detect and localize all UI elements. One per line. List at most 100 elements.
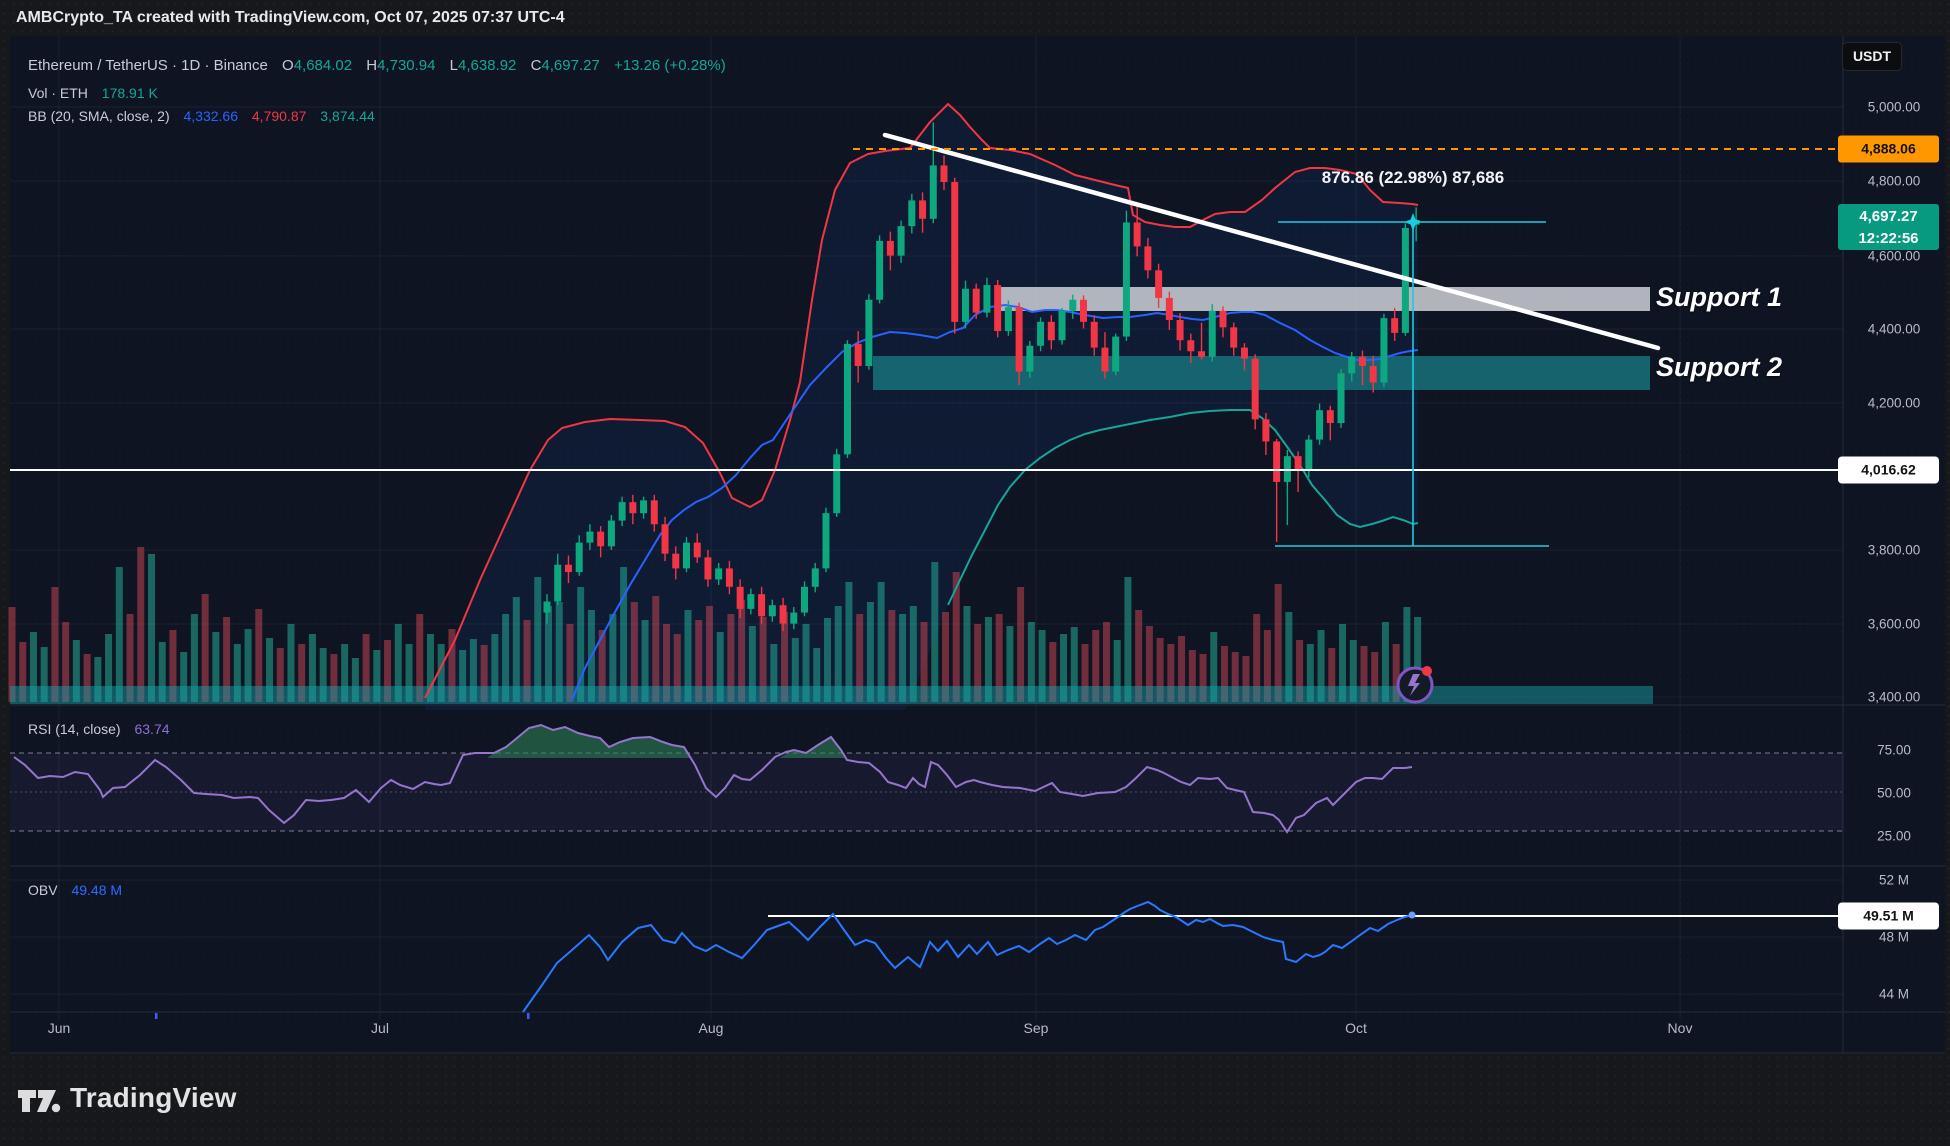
support3-band[interactable] [10, 686, 1653, 704]
bb-lower-value: 3,874.44 [320, 108, 375, 124]
volume-bar [984, 617, 992, 702]
volume-bar [105, 634, 113, 702]
candle-body [768, 605, 776, 617]
rsi-tick-label: 75.00 [1877, 742, 1911, 758]
volume-bar [856, 614, 864, 702]
tradingview-logo[interactable]: TradingView [16, 1082, 237, 1114]
rsi-value: 63.74 [134, 721, 170, 737]
candle-body [1080, 299, 1087, 322]
volume-bar [1349, 640, 1357, 702]
volume-bar [266, 638, 274, 702]
volume-bar [126, 614, 134, 702]
volume-bar [1049, 642, 1057, 702]
volume-bar [845, 582, 853, 702]
volume-bar [920, 622, 928, 702]
price-tick-label: 4,800.00 [1867, 173, 1921, 189]
obv-label[interactable]: OBV [28, 882, 58, 898]
volume-bar [695, 620, 703, 702]
volume-bar [577, 587, 585, 702]
candle-body [790, 612, 798, 624]
volume-bar [1124, 577, 1132, 702]
support1-band[interactable] [995, 287, 1650, 311]
price-tick-label: 3,400.00 [1867, 689, 1921, 705]
candle-body [1380, 318, 1388, 383]
volume-bar [781, 612, 789, 702]
candle-body [1337, 373, 1345, 424]
bb-basis-value: 4,332.66 [183, 108, 239, 124]
volume-bar [791, 638, 799, 702]
volume-bar [931, 562, 939, 702]
low-label: L [449, 57, 458, 74]
volume-bar [308, 634, 316, 702]
candle-body [1316, 410, 1324, 440]
last-price-value: 4,697.27 [1859, 208, 1918, 225]
candle-body [682, 542, 690, 569]
volume-bar [1285, 612, 1293, 702]
volume-bar [362, 634, 370, 702]
price-tick-label: 4,400.00 [1867, 321, 1921, 337]
high-label: H [366, 57, 378, 74]
volume-bar [705, 606, 713, 702]
volume-bar [1414, 617, 1422, 702]
price-tick-label: 5,000.00 [1867, 99, 1921, 115]
volume-bar [1242, 656, 1250, 702]
candle-body [715, 568, 723, 580]
currency-toggle-button[interactable]: USDT [1842, 42, 1902, 71]
trendline[interactable] [882, 132, 1661, 351]
candle-body [1155, 270, 1163, 298]
support2-band[interactable] [873, 356, 1650, 390]
bb-label[interactable]: BB (20, SMA, close, 2) [28, 108, 170, 124]
volume-bar [373, 650, 381, 702]
volume-bar [1392, 644, 1400, 702]
candle-body [972, 288, 980, 313]
price-axis[interactable]: 5,000.00 4,800.00 4,600.00 4,400.00 4,200.00… [1838, 36, 1950, 1053]
volume-bar [384, 640, 392, 702]
candle-body [564, 564, 572, 573]
candle-body [1230, 327, 1238, 348]
volume-bar [244, 629, 252, 702]
volume-bar [469, 639, 477, 702]
candle-body [1037, 321, 1045, 346]
volume-bar [1328, 648, 1336, 702]
month-label: Jul [371, 1020, 389, 1036]
resistance-price-badge: 4,888.06 [1838, 135, 1939, 163]
volume-bar [180, 652, 188, 702]
candle-body [1026, 345, 1034, 372]
volume-bar [287, 624, 295, 702]
volume-label[interactable]: Vol · ETH [28, 85, 88, 101]
volume-bar [276, 648, 284, 702]
volume-bar [1296, 640, 1304, 702]
close-value: 4,697.27 [541, 57, 600, 74]
candle-body [1262, 419, 1270, 442]
volume-bar [759, 617, 767, 702]
volume-bar [545, 606, 552, 702]
support2-label[interactable]: Support 2 [1656, 352, 1782, 382]
volume-bar [147, 554, 155, 702]
volume-bar [480, 645, 488, 702]
candle-body [1047, 321, 1055, 341]
volume-bar [1403, 607, 1411, 702]
volume-bar [330, 654, 338, 702]
rsi-tick-label: 25.00 [1877, 828, 1911, 844]
volume-bar [1135, 610, 1143, 702]
volume-bar [963, 606, 971, 702]
volume-bar [1199, 654, 1207, 702]
volume-bar [802, 624, 810, 702]
candle-body [886, 240, 894, 256]
volume-bar [341, 644, 349, 702]
symbol-title[interactable]: Ethereum / TetherUS · 1D · Binance [28, 57, 268, 74]
obv-tick-label: 48 M [1878, 929, 1909, 945]
candle-body [758, 594, 766, 617]
volume-bar [437, 644, 445, 702]
volume-bar [319, 648, 327, 702]
support1-label[interactable]: Support 1 [1656, 282, 1782, 312]
rsi-label[interactable]: RSI (14, close) [28, 721, 121, 737]
time-axis[interactable]: Jun Jul Aug Sep Oct Nov [10, 1012, 1843, 1053]
axis-mark [155, 1013, 158, 1019]
volume-bar [1006, 626, 1014, 702]
volume-bar [40, 647, 48, 702]
volume-bar [1188, 650, 1196, 702]
volume-bar [491, 634, 499, 702]
volume-bar [1371, 652, 1379, 702]
